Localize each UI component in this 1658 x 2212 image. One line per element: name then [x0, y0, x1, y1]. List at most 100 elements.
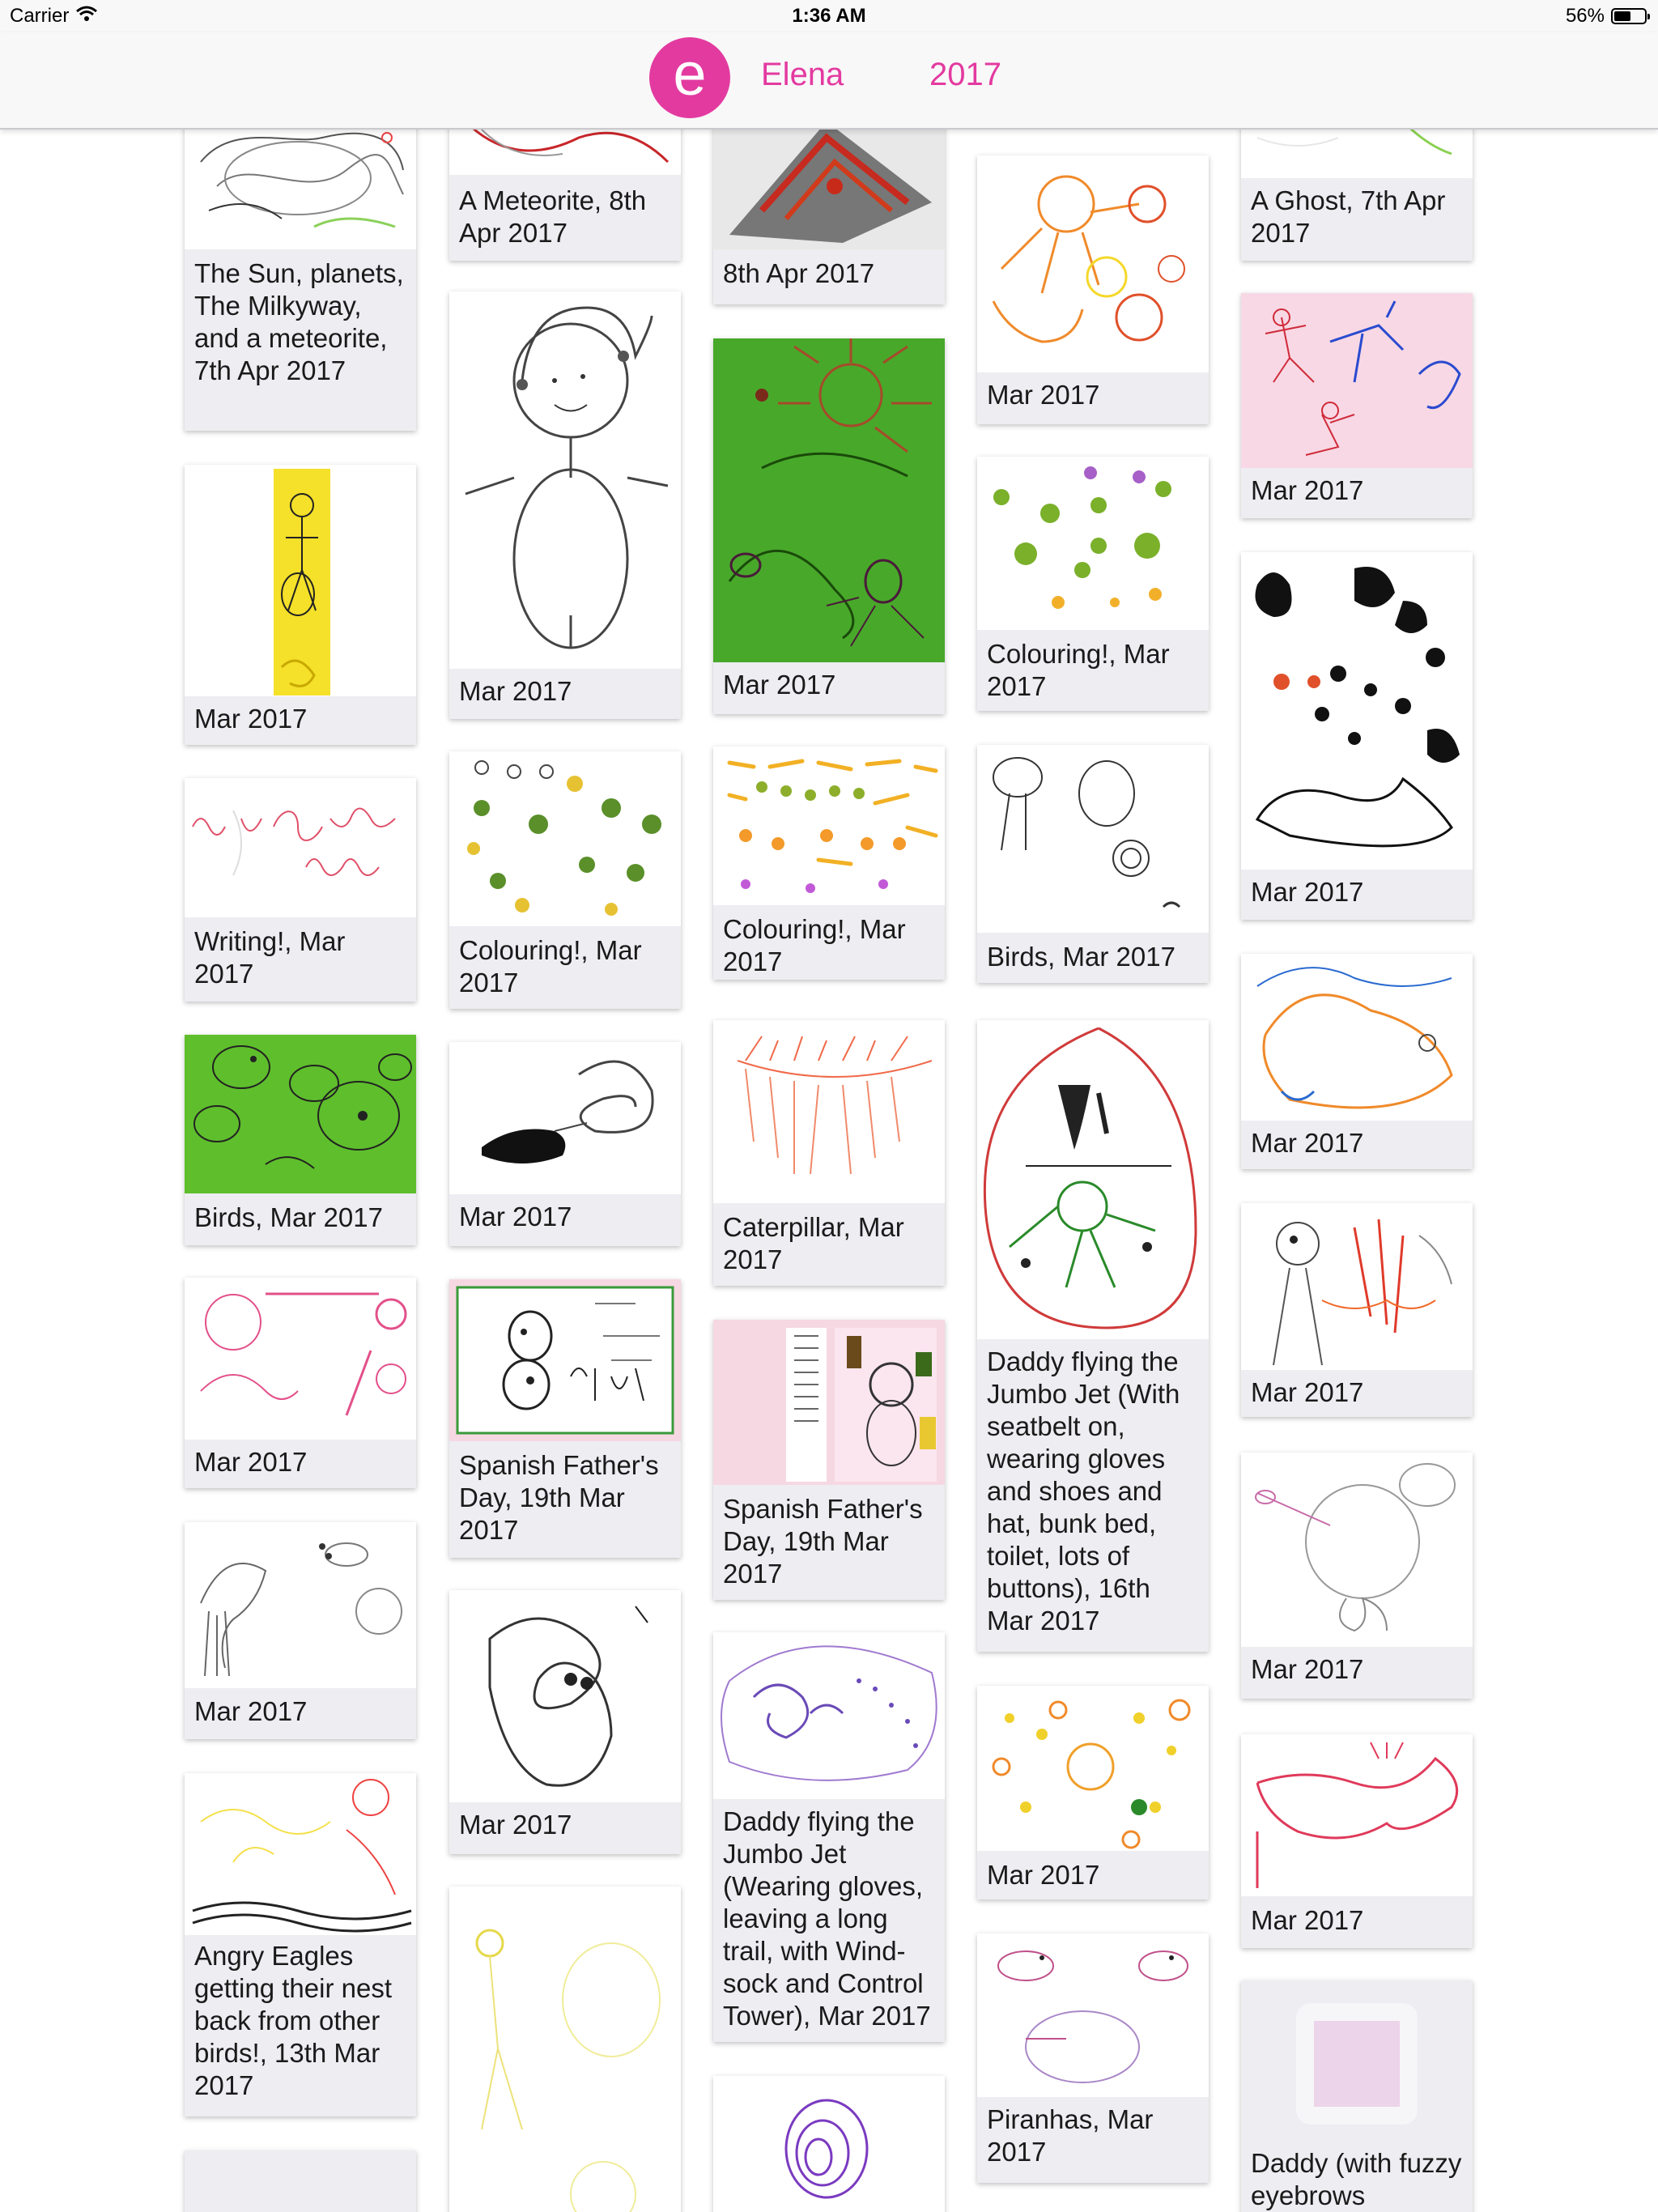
artwork-card[interactable]: Mar 2017: [713, 338, 945, 714]
artwork-caption: Mar 2017: [1251, 1654, 1364, 1684]
artwork-thumbnail: [449, 1042, 681, 1194]
artwork-caption: Caterpillar, Mar 2017: [723, 1212, 904, 1274]
artwork-caption: The Sun, planets, The Milkyway, and a me…: [194, 258, 404, 385]
navigation-bar: e Elena 2017: [0, 32, 1658, 130]
artwork-caption: Mar 2017: [1251, 1377, 1364, 1407]
artwork-caption: Colouring!, Mar 2017: [723, 914, 906, 976]
artwork-thumbnail: [185, 1278, 416, 1440]
status-bar: Carrier 1:36 AM 56%: [0, 0, 1658, 32]
artwork-caption: Daddy flying the Jumbo Jet (Wearing glov…: [723, 1806, 931, 2031]
artwork-card[interactable]: Mar 2017: [1241, 1203, 1473, 1417]
artwork-card[interactable]: Mar 2017: [449, 1590, 681, 1854]
artwork-thumbnail: [713, 1320, 945, 1485]
artwork-caption: A Meteorite, 8th Apr 2017: [459, 185, 647, 248]
artwork-card[interactable]: Piranhas, Mar 2017: [977, 1933, 1209, 2183]
artwork-card[interactable]: Mar 2017: [185, 465, 416, 745]
artwork-card[interactable]: Mar 2017: [1241, 954, 1473, 1169]
artwork-card[interactable]: [713, 2076, 945, 2212]
artwork-card[interactable]: Mar 2017: [977, 155, 1209, 424]
artwork-thumbnail: [977, 1933, 1209, 2097]
artwork-caption: Mar 2017: [459, 1202, 572, 1231]
artwork-thumbnail: [185, 1522, 416, 1688]
artwork-caption: Daddy flying the Jumbo Jet (With seatbel…: [987, 1346, 1180, 1636]
artwork-thumbnail: [713, 1632, 945, 1799]
artwork-card[interactable]: Colouring!, Mar 2017: [977, 457, 1209, 711]
artwork-card[interactable]: Daddy flying the Jumbo Jet (Wearing glov…: [713, 1632, 945, 2042]
artwork-caption: Mar 2017: [987, 1860, 1100, 1890]
artwork-card[interactable]: A Ghost, 7th Apr 2017: [1241, 113, 1473, 261]
artwork-caption: Piranhas, Mar 2017: [987, 2104, 1154, 2167]
artwork-caption: Mar 2017: [194, 1447, 308, 1477]
artwork-thumbnail: [977, 457, 1209, 630]
artwork-caption: Spanish Father's Day, 19th Mar 2017: [723, 1494, 923, 1589]
artwork-caption: Colouring!, Mar 2017: [459, 935, 642, 998]
artwork-thumbnail: [713, 338, 945, 662]
artwork-caption: Mar 2017: [1251, 1128, 1364, 1158]
carrier-group: Carrier: [10, 5, 98, 28]
artwork-thumbnail: [185, 113, 416, 249]
artwork-caption: Mar 2017: [459, 1810, 572, 1840]
artwork-card[interactable]: Birds, Mar 2017: [185, 1035, 416, 1245]
artwork-card[interactable]: Mar 2017: [449, 1042, 681, 1246]
artwork-card[interactable]: Mar 2017: [977, 1686, 1209, 1899]
status-time: 1:36 AM: [792, 5, 866, 27]
artwork-card[interactable]: Mar 2017: [185, 1278, 416, 1488]
artwork-card[interactable]: Mar 2017: [1241, 1453, 1473, 1699]
artwork-card[interactable]: A Meteorite, 8th Apr 2017: [449, 113, 681, 261]
artwork-thumbnail: [1241, 1203, 1473, 1370]
artwork-caption: Birds, Mar 2017: [194, 1202, 383, 1232]
artwork-card[interactable]: Mar 2017: [1241, 1734, 1473, 1948]
artwork-card[interactable]: Colouring!, Mar 2017: [713, 747, 945, 980]
artwork-thumbnail: [185, 1773, 416, 1935]
artwork-card[interactable]: Spanish Father's Day, 19th Mar 2017: [713, 1320, 945, 1600]
artwork-card[interactable]: Angry Eagles getting their nest back fro…: [185, 1773, 416, 2116]
artwork-card[interactable]: Colouring!, Mar 2017: [449, 751, 681, 1009]
artwork-caption: Daddy (with fuzzy eyebrows: [1251, 2148, 1462, 2210]
artwork-thumbnail: [185, 778, 416, 917]
artwork-thumbnail: [1241, 1734, 1473, 1896]
artwork-card[interactable]: Daddy flying the Jumbo Jet (With seatbel…: [977, 1020, 1209, 1652]
artwork-card[interactable]: 8th Apr 2017: [713, 113, 945, 304]
artwork-thumbnail: [185, 465, 416, 696]
artwork-caption: 8th Apr 2017: [723, 258, 875, 288]
artwork-card[interactable]: The Sun, planets, The Milkyway, and a me…: [185, 113, 416, 431]
carrier-label: Carrier: [10, 5, 70, 27]
artwork-card[interactable]: Mar 2017: [1241, 552, 1473, 920]
artwork-thumbnail: [1241, 954, 1473, 1121]
artwork-caption: Writing!, Mar 2017: [194, 926, 346, 989]
wifi-icon: [75, 5, 98, 28]
artwork-thumbnail: [1241, 293, 1473, 468]
artwork-thumbnail: [713, 747, 945, 905]
artwork-thumbnail: [449, 1887, 681, 2212]
artwork-thumbnail: [449, 1590, 681, 1802]
artwork-thumbnail: [1241, 1453, 1473, 1647]
artwork-card[interactable]: Daddy (with fuzzy eyebrows: [1241, 1980, 1473, 2212]
artwork-card[interactable]: Birds, Mar 2017: [977, 745, 1209, 983]
artwork-thumbnail: [713, 1020, 945, 1203]
battery-icon: [1611, 8, 1650, 24]
artwork-card[interactable]: [449, 1887, 681, 2212]
artwork-thumbnail: [449, 751, 681, 926]
artwork-thumbnail: [449, 1279, 681, 1441]
artwork-caption: Birds, Mar 2017: [987, 942, 1175, 972]
artwork-card[interactable]: Mar 2017: [1241, 293, 1473, 518]
artwork-caption: Angry Eagles getting their nest back fro…: [194, 1941, 392, 2100]
year-selector-button[interactable]: 2017: [929, 57, 1001, 92]
artwork-card[interactable]: Caterpillar, Mar 2017: [713, 1020, 945, 1286]
artwork-card[interactable]: Mar 2017: [449, 291, 681, 719]
artwork-thumbnail: [977, 1020, 1209, 1339]
battery-group: 56%: [1566, 5, 1650, 28]
artwork-card[interactable]: Mar 2017: [185, 1522, 416, 1739]
child-name-button[interactable]: Elena: [761, 57, 844, 92]
artwork-card[interactable]: [185, 2150, 416, 2212]
artwork-thumbnail: [977, 1686, 1209, 1851]
artwork-card[interactable]: Spanish Father's Day, 19th Mar 2017: [449, 1279, 681, 1558]
artwork-caption: Mar 2017: [194, 704, 308, 734]
artwork-caption: A Ghost, 7th Apr 2017: [1251, 185, 1446, 248]
avatar[interactable]: e: [649, 37, 730, 118]
artwork-thumbnail: [713, 2076, 945, 2212]
artwork-caption: Mar 2017: [1251, 475, 1364, 505]
artwork-thumbnail: [713, 113, 945, 249]
artwork-card[interactable]: Writing!, Mar 2017: [185, 778, 416, 1002]
